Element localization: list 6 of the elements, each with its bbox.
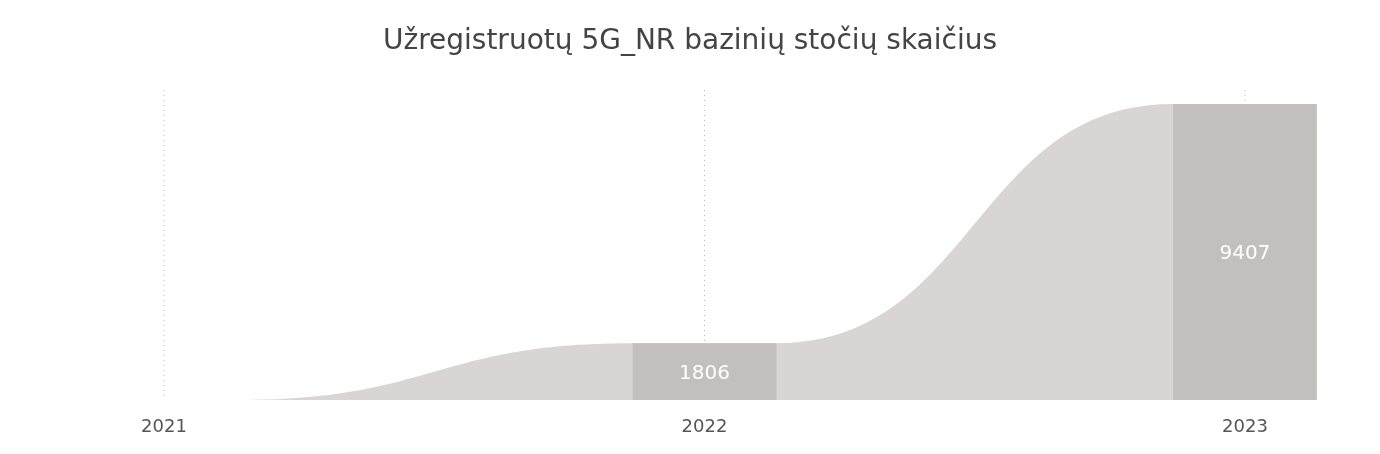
data-label: 9407 [1219,240,1271,264]
x-tick-label: 2021 [141,414,187,436]
chart-title: Užregistruotų 5G_NR bazinių stočių skaičius [382,22,998,56]
x-tick-label: 2022 [681,414,728,436]
data-label: 1806 [679,359,730,384]
x-tick-label: 2023 [1222,414,1268,436]
